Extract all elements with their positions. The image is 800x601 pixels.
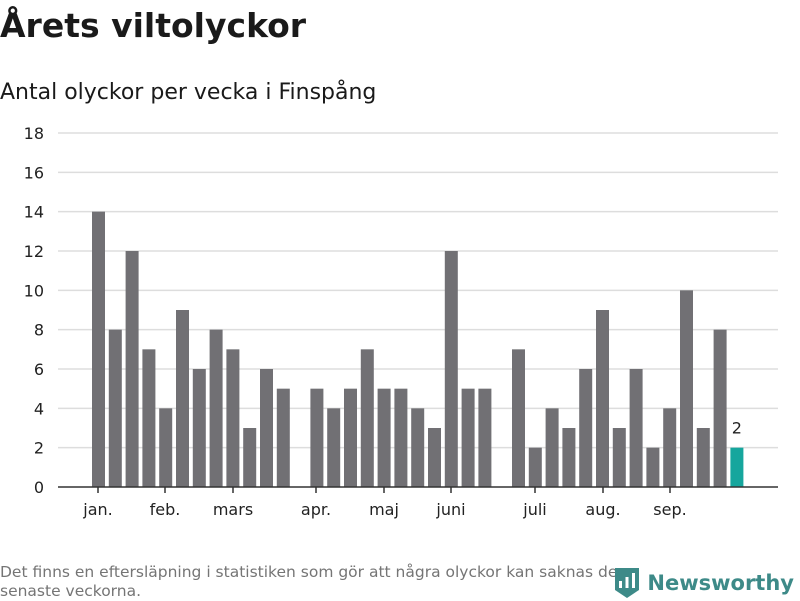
y-tick-label: 2 bbox=[34, 439, 44, 458]
bar bbox=[377, 388, 391, 487]
bar bbox=[209, 329, 223, 487]
bar bbox=[108, 329, 122, 487]
bar bbox=[142, 349, 156, 487]
x-axis-ticks: jan. feb. mars apr. maj juni juli aug. sep. bbox=[82, 487, 687, 519]
x-tick-label: juli bbox=[522, 500, 546, 519]
gridlines bbox=[58, 132, 778, 449]
bar bbox=[562, 428, 576, 487]
chart-subtitle: Antal olyckor per vecka i Finspång bbox=[0, 80, 377, 105]
data-labels: 2 bbox=[732, 419, 742, 438]
x-tick-label: mars bbox=[213, 500, 253, 519]
brand-logo: Newsworthy bbox=[615, 568, 794, 598]
bar bbox=[243, 428, 257, 487]
bar bbox=[360, 349, 374, 487]
bar bbox=[276, 388, 290, 487]
newsworthy-logo-icon bbox=[615, 568, 640, 598]
bar bbox=[310, 388, 324, 487]
y-tick-label: 12 bbox=[24, 242, 44, 261]
brand-name: Newsworthy bbox=[647, 571, 794, 595]
bar bbox=[713, 329, 727, 487]
x-tick-label: juni bbox=[435, 500, 465, 519]
bar bbox=[461, 388, 475, 487]
y-tick-label: 0 bbox=[34, 478, 44, 497]
bar bbox=[696, 428, 710, 487]
y-tick-label: 4 bbox=[34, 399, 44, 418]
bar bbox=[629, 369, 643, 487]
bar bbox=[125, 251, 139, 487]
footnote: Det finns en eftersläpning i statistiken… bbox=[0, 563, 618, 600]
bar bbox=[596, 310, 609, 487]
bar bbox=[192, 369, 206, 487]
x-tick-label: jan. bbox=[82, 500, 112, 519]
bars bbox=[92, 211, 744, 487]
y-tick-label: 10 bbox=[24, 281, 44, 300]
bar bbox=[92, 211, 105, 487]
chart-title: Årets viltolyckor bbox=[0, 6, 307, 45]
x-tick-label: feb. bbox=[150, 500, 181, 519]
data-label: 2 bbox=[732, 419, 742, 438]
bar bbox=[646, 447, 660, 487]
bar bbox=[444, 251, 458, 487]
y-tick-label: 16 bbox=[24, 163, 44, 182]
bar bbox=[663, 408, 677, 487]
y-tick-label: 6 bbox=[34, 360, 44, 379]
bar bbox=[260, 369, 273, 487]
bar bbox=[176, 310, 189, 487]
y-axis-ticks: 0 2 4 6 8 10 12 14 16 18 bbox=[24, 124, 44, 497]
bar bbox=[512, 349, 525, 487]
bar bbox=[226, 349, 240, 487]
x-tick-label: sep. bbox=[653, 500, 686, 519]
x-tick-label: aug. bbox=[585, 500, 620, 519]
y-tick-label: 14 bbox=[24, 203, 44, 222]
x-tick-label: apr. bbox=[301, 500, 331, 519]
bar bbox=[344, 388, 357, 487]
bar bbox=[579, 369, 593, 487]
bar-highlight bbox=[730, 447, 744, 487]
bar bbox=[545, 408, 559, 487]
bar bbox=[680, 290, 693, 487]
bar bbox=[411, 408, 425, 487]
bar bbox=[159, 408, 173, 487]
bar bbox=[428, 428, 441, 487]
bar bbox=[327, 408, 341, 487]
x-tick-label: maj bbox=[369, 500, 399, 519]
y-tick-label: 18 bbox=[24, 124, 44, 143]
bar bbox=[612, 428, 626, 487]
y-tick-label: 8 bbox=[34, 321, 44, 340]
bar bbox=[478, 388, 492, 487]
bar-chart: 0 2 4 6 8 10 12 14 16 18 2 jan. feb. mars apr. maj jun… bbox=[24, 124, 778, 519]
bar bbox=[528, 447, 542, 487]
bar bbox=[394, 388, 408, 487]
